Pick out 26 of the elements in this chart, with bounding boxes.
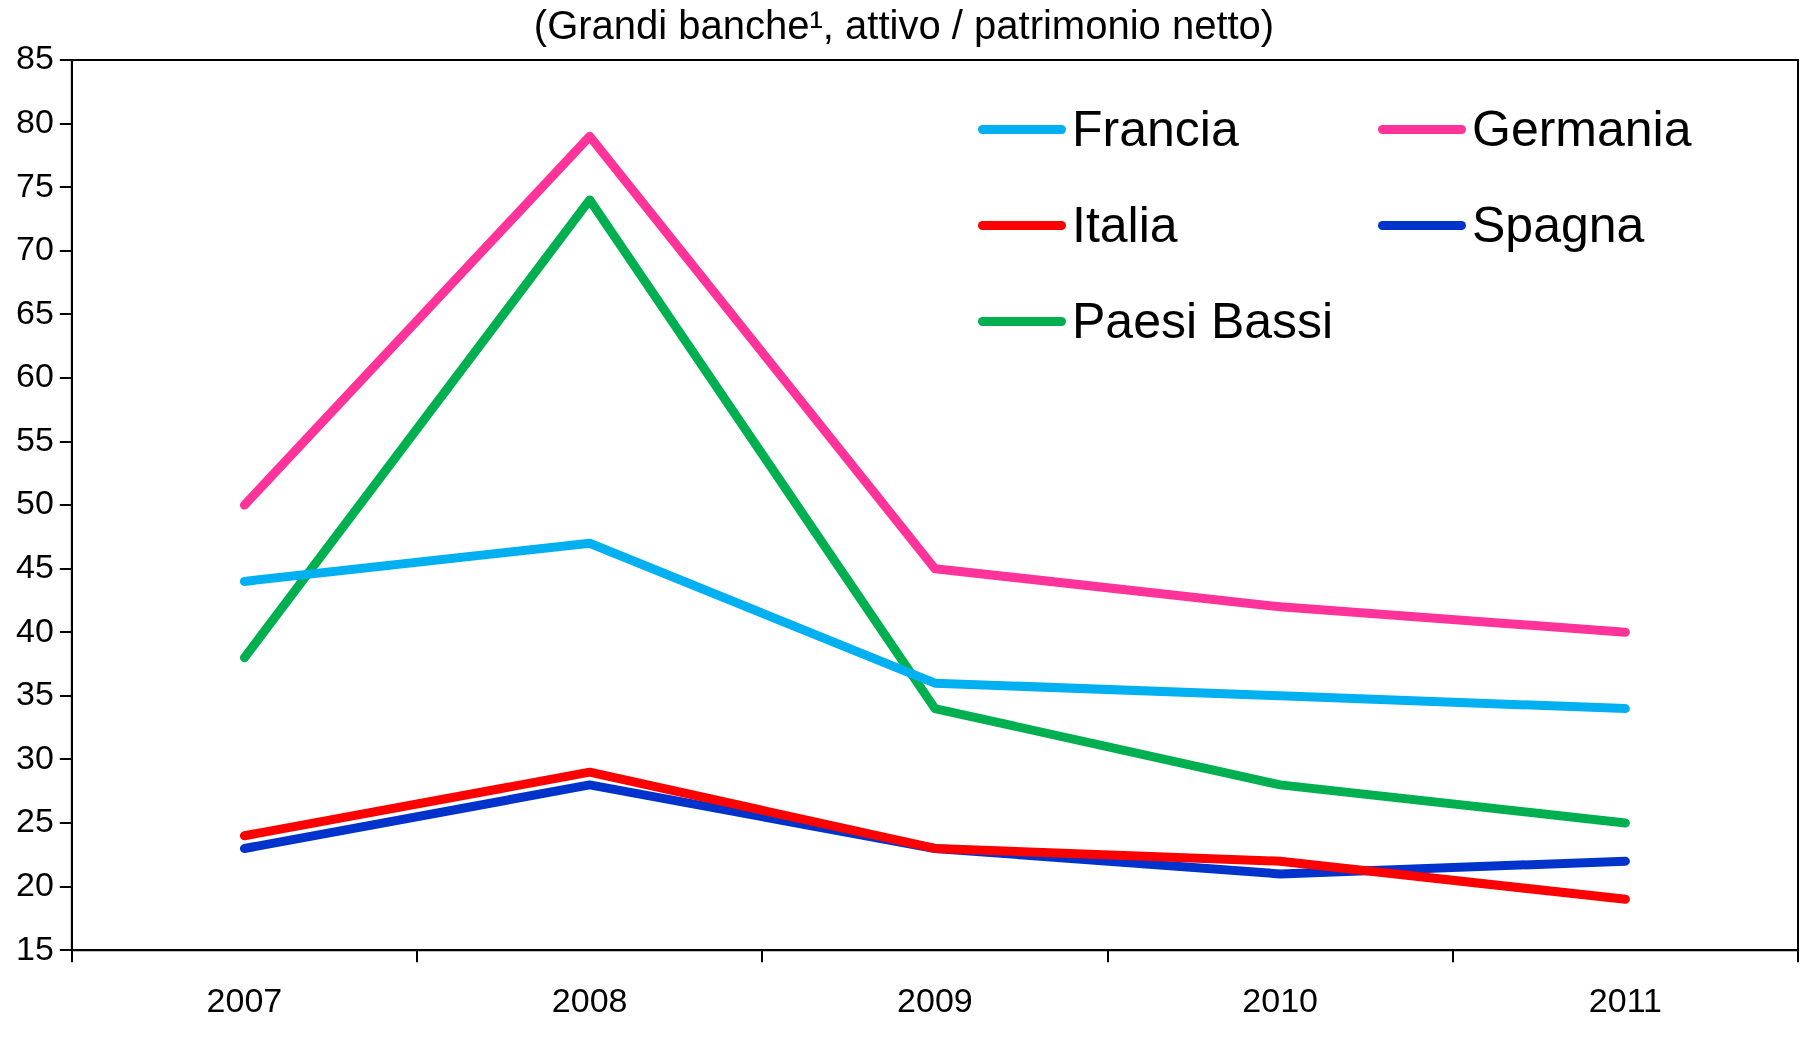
x-tick-label: 2007 (206, 980, 283, 1019)
y-tick-label: 85 (15, 38, 54, 77)
y-tick-label: 40 (15, 610, 54, 649)
legend-label: Germania (1472, 100, 1692, 158)
y-tick-label: 55 (15, 419, 54, 458)
y-tick-label: 80 (15, 101, 54, 140)
y-tick-label: 25 (15, 801, 54, 840)
x-tick-label: 2011 (1588, 980, 1662, 1019)
chart-title: (Grandi banche¹, attivo / patrimonio netto) (533, 3, 1275, 48)
legend-label: Spagna (1472, 196, 1645, 254)
y-tick-label: 50 (15, 483, 54, 522)
y-tick-label: 30 (15, 737, 54, 776)
legend-label: Paesi Bassi (1072, 292, 1334, 350)
y-tick-label: 45 (15, 547, 54, 586)
y-tick-label: 20 (15, 864, 54, 903)
y-tick-label: 35 (15, 674, 54, 713)
x-tick-label: 2010 (1242, 980, 1318, 1019)
x-tick-label: 2009 (897, 980, 973, 1019)
y-tick-label: 65 (15, 292, 54, 331)
y-tick-label: 15 (15, 928, 54, 967)
y-tick-label: 70 (15, 229, 54, 268)
y-tick-label: 60 (15, 356, 54, 395)
x-tick-label: 2008 (551, 980, 628, 1019)
y-tick-label: 75 (15, 165, 54, 204)
legend-label: Italia (1072, 196, 1178, 254)
legend-label: Francia (1072, 100, 1239, 158)
